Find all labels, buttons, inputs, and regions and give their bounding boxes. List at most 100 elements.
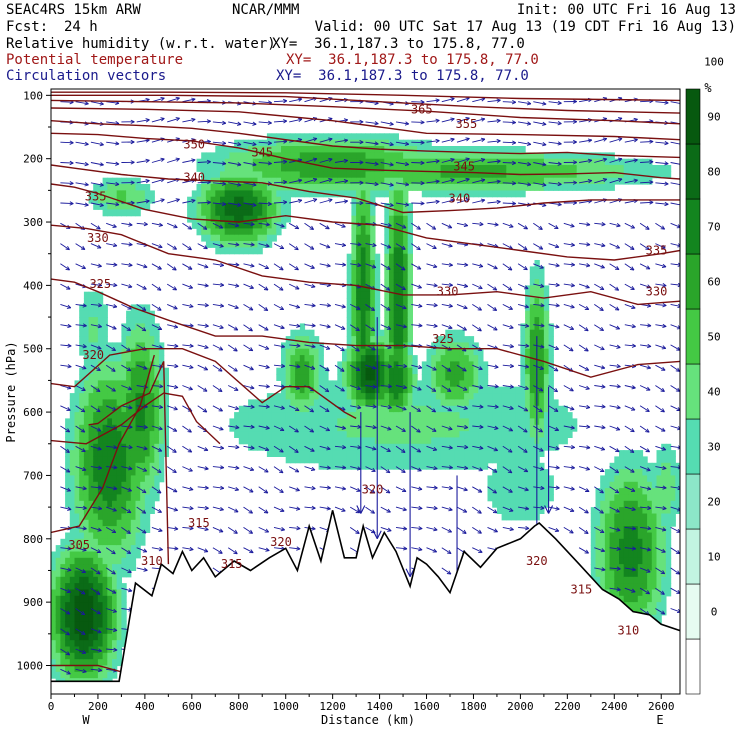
rh-cell bbox=[285, 399, 291, 407]
rh-cell bbox=[159, 469, 165, 476]
rh-cell bbox=[496, 171, 503, 179]
circulation-vector bbox=[578, 506, 589, 514]
rh-cell bbox=[144, 494, 151, 502]
rh-cell bbox=[135, 469, 141, 476]
rh-cell bbox=[295, 393, 301, 400]
rh-cell bbox=[572, 418, 578, 426]
circulation-vector bbox=[60, 608, 71, 615]
rh-cell bbox=[356, 209, 362, 217]
circulation-vector bbox=[472, 158, 486, 163]
rh-cell bbox=[51, 551, 57, 559]
rh-cell bbox=[389, 152, 395, 160]
rh-cell bbox=[534, 158, 540, 166]
rh-cell bbox=[468, 355, 475, 362]
rh-cell bbox=[337, 462, 343, 470]
circulation-vector bbox=[319, 465, 331, 470]
rh-cell bbox=[313, 418, 320, 426]
rh-cell bbox=[102, 380, 108, 388]
rh-cell bbox=[393, 437, 399, 445]
rh-cell bbox=[356, 171, 362, 179]
rh-cell bbox=[478, 412, 484, 419]
rh-cell bbox=[102, 570, 108, 578]
rh-cell bbox=[309, 165, 315, 172]
rh-cell bbox=[539, 348, 545, 356]
rh-cell bbox=[356, 196, 362, 204]
rh-cell bbox=[651, 576, 658, 584]
circulation-vector bbox=[273, 179, 288, 185]
rh-cell bbox=[342, 418, 348, 426]
rh-cell bbox=[201, 165, 207, 172]
rh-cell bbox=[356, 247, 362, 255]
rh-cell bbox=[271, 393, 277, 400]
rh-cell bbox=[55, 557, 61, 565]
circulation-vector bbox=[212, 243, 224, 248]
rh-cell bbox=[304, 374, 310, 381]
rh-cell bbox=[421, 424, 428, 432]
rh-cell bbox=[281, 386, 287, 394]
rh-cell bbox=[539, 367, 545, 375]
rh-cell bbox=[525, 412, 531, 419]
rh-cell bbox=[600, 513, 606, 521]
rh-cell bbox=[93, 304, 99, 312]
rh-cell bbox=[393, 355, 399, 362]
rh-cell bbox=[257, 158, 263, 166]
rh-cell bbox=[243, 405, 249, 413]
rh-cell bbox=[651, 494, 658, 502]
rh-cell bbox=[116, 557, 122, 565]
rh-cell bbox=[65, 646, 71, 654]
rh-cell bbox=[313, 133, 320, 141]
rh-cell bbox=[435, 405, 442, 413]
rh-cell bbox=[534, 285, 540, 293]
circulation-vector bbox=[487, 506, 498, 514]
rh-cell bbox=[266, 146, 273, 153]
rh-cell bbox=[525, 184, 531, 191]
rh-cell bbox=[468, 374, 475, 381]
rh-cell bbox=[609, 165, 615, 172]
rh-cell bbox=[661, 488, 667, 495]
rh-cell bbox=[285, 431, 291, 438]
rh-cell bbox=[135, 431, 141, 438]
rh-cell bbox=[112, 659, 118, 667]
rh-cell bbox=[360, 412, 367, 419]
rh-cell bbox=[365, 386, 371, 394]
rh-cell bbox=[130, 310, 137, 318]
rh-cell bbox=[79, 532, 85, 540]
rh-cell bbox=[454, 431, 460, 438]
circulation-vector bbox=[426, 179, 440, 184]
rh-cell bbox=[323, 184, 329, 191]
rh-cell bbox=[431, 190, 437, 198]
rh-cell bbox=[97, 393, 104, 400]
field-rh-xy: XY= 36.1,187.3 to 175.8, 77.0 bbox=[272, 36, 525, 52]
rh-cell bbox=[421, 418, 428, 426]
rh-cell bbox=[356, 431, 362, 438]
rh-cell bbox=[562, 412, 568, 419]
rh-cell bbox=[93, 190, 99, 198]
rh-cell bbox=[346, 399, 352, 407]
rh-cell bbox=[628, 570, 634, 578]
rh-cell bbox=[623, 595, 629, 603]
rh-cell bbox=[543, 481, 550, 489]
rh-cell bbox=[356, 462, 362, 470]
circulation-vector bbox=[411, 201, 425, 206]
rh-cell bbox=[107, 405, 113, 413]
circulation-vector bbox=[334, 324, 346, 330]
rh-cell bbox=[539, 412, 545, 419]
rh-cell bbox=[79, 348, 85, 356]
rh-cell bbox=[356, 310, 362, 318]
rh-cell bbox=[440, 424, 446, 432]
rh-cell bbox=[116, 405, 122, 413]
rh-cell bbox=[238, 228, 245, 236]
rh-cell bbox=[492, 443, 498, 451]
circulation-vector bbox=[365, 506, 375, 514]
circulation-vector bbox=[563, 160, 578, 165]
circulation-vector bbox=[533, 425, 543, 433]
rh-cell bbox=[97, 424, 104, 432]
rh-cell bbox=[144, 462, 151, 470]
circulation-vector bbox=[228, 444, 240, 450]
rh-cell bbox=[102, 538, 108, 546]
rh-cell bbox=[337, 450, 343, 457]
rh-cell bbox=[88, 500, 94, 508]
rh-cell bbox=[234, 228, 240, 236]
rh-cell bbox=[586, 165, 592, 172]
rh-cell bbox=[393, 424, 399, 432]
